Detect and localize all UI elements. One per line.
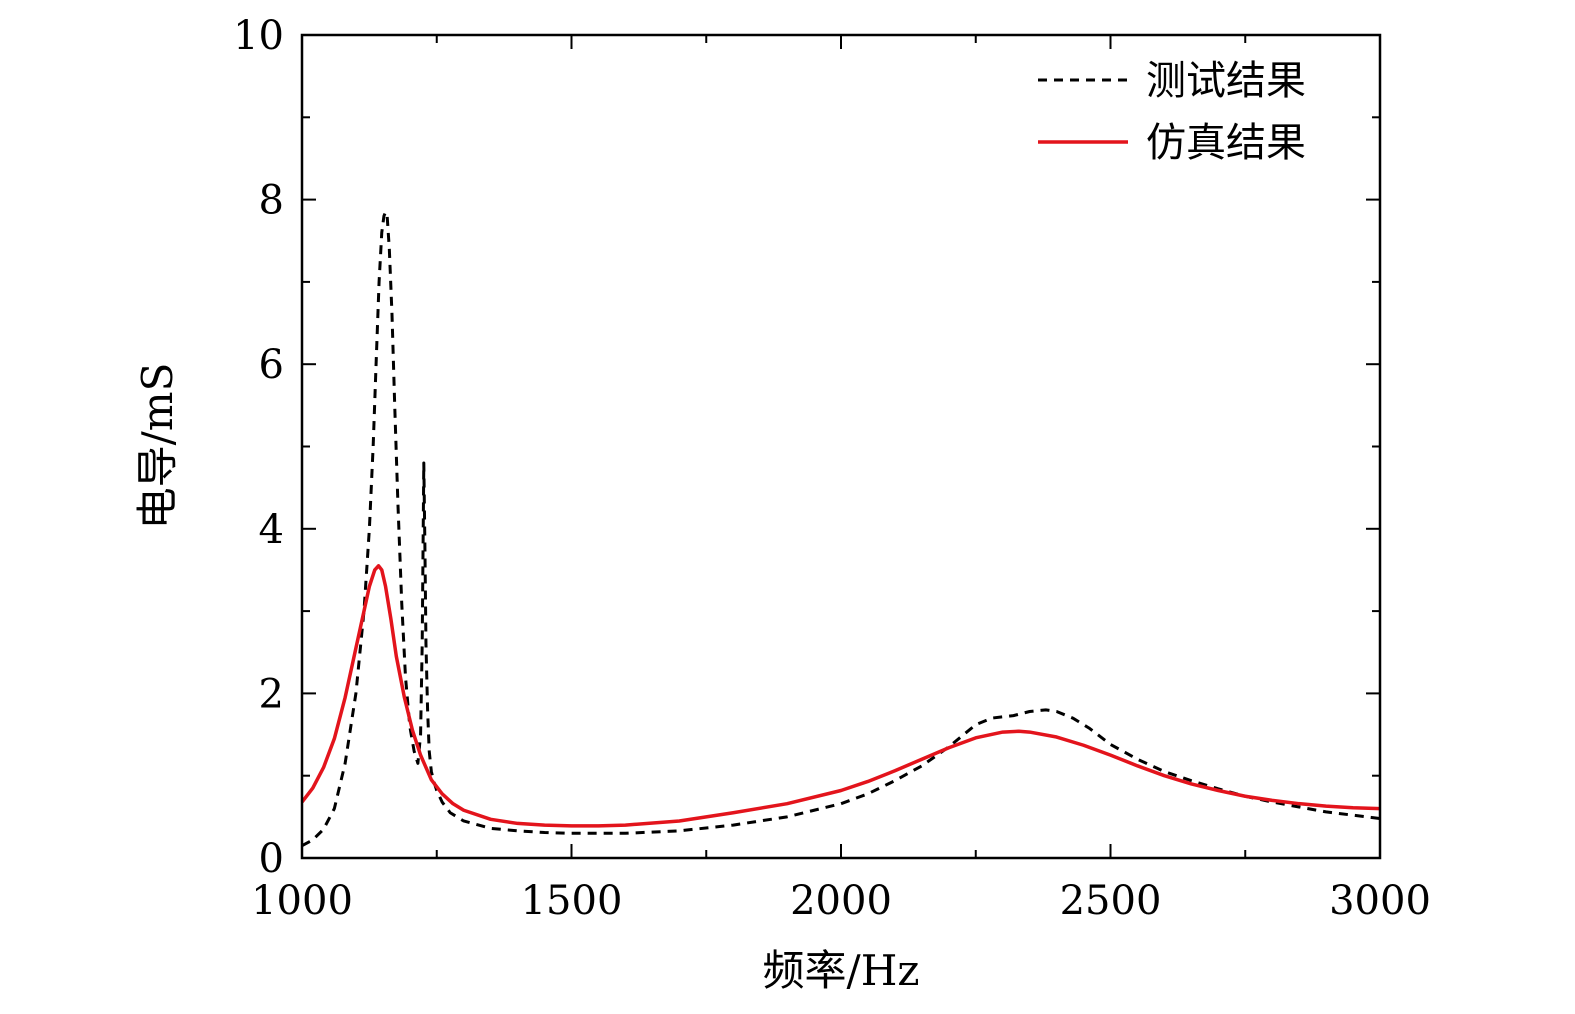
- y-tick-label: 4: [259, 507, 284, 553]
- legend: 测试结果 仿真结果: [1038, 58, 1306, 166]
- tick-labels: 1000 1500 2000 2500 3000 0 2 4 6 8 10: [233, 13, 1431, 924]
- y-tick-label: 10: [233, 13, 284, 59]
- y-axis-title: 电导/mS: [133, 363, 182, 530]
- plot-marks: [300, 210, 1381, 847]
- x-tick-label: 2000: [790, 878, 892, 924]
- x-tick-label: 1000: [251, 878, 353, 924]
- y-tick-label: 2: [259, 671, 284, 717]
- y-tick-label: 6: [259, 342, 284, 388]
- legend-label-test: 测试结果: [1146, 58, 1306, 104]
- y-tick-label: 8: [259, 178, 284, 224]
- y-tick-label: 0: [259, 836, 284, 882]
- legend-label-sim: 仿真结果: [1146, 120, 1306, 166]
- x-tick-label: 2500: [1060, 878, 1162, 924]
- series-line-test: [301, 210, 1381, 847]
- ticks: [301, 34, 1381, 859]
- x-axis-title: 频率/Hz: [763, 946, 920, 995]
- x-tick-label: 3000: [1329, 878, 1431, 924]
- series-line-sim: [300, 564, 1381, 828]
- x-tick-label: 1500: [521, 878, 623, 924]
